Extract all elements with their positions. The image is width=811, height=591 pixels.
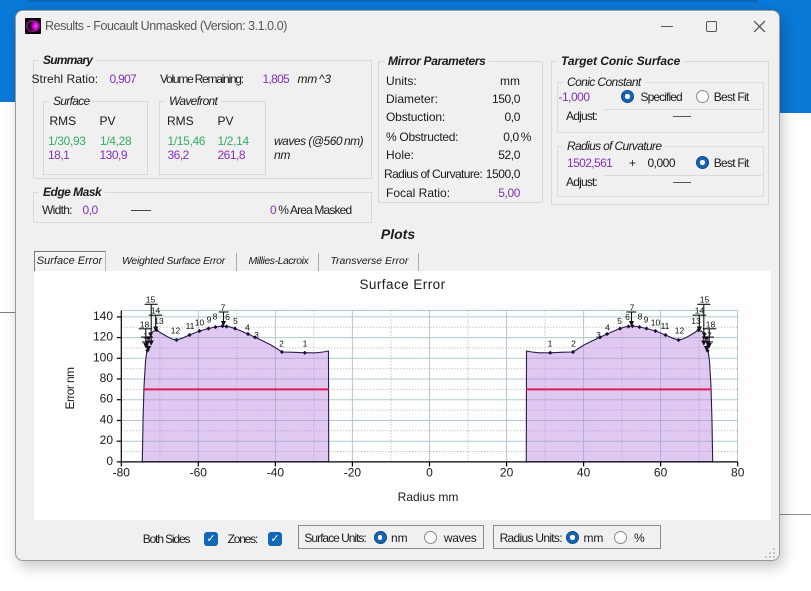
svg-text:15: 15 <box>146 294 156 304</box>
svg-text:5: 5 <box>233 316 238 326</box>
svg-text:14: 14 <box>695 305 705 315</box>
svg-text:2: 2 <box>279 338 284 348</box>
svg-text:20: 20 <box>500 465 514 479</box>
svg-text:3: 3 <box>596 330 601 340</box>
svg-text:17: 17 <box>702 330 712 340</box>
svg-text:4: 4 <box>605 322 610 332</box>
svg-text:0: 0 <box>426 465 433 479</box>
svg-text:60: 60 <box>100 391 114 405</box>
svg-text:17: 17 <box>143 330 153 340</box>
svg-text:Surface Error: Surface Error <box>359 277 445 292</box>
svg-text:6: 6 <box>225 312 230 322</box>
svg-text:7: 7 <box>221 302 226 312</box>
svg-text:2: 2 <box>571 338 576 348</box>
svg-text:-20: -20 <box>344 465 362 479</box>
svg-text:9: 9 <box>644 314 649 324</box>
svg-text:5: 5 <box>617 316 622 326</box>
svg-text:18: 18 <box>140 319 150 329</box>
svg-text:40: 40 <box>100 412 114 426</box>
svg-text:9: 9 <box>207 314 212 324</box>
svg-text:140: 140 <box>93 308 113 322</box>
svg-text:Radius mm: Radius mm <box>398 490 459 504</box>
svg-text:14: 14 <box>151 305 161 315</box>
svg-text:-60: -60 <box>190 465 208 479</box>
svg-text:11: 11 <box>661 321 670 331</box>
svg-text:120: 120 <box>93 329 113 343</box>
svg-text:8: 8 <box>213 311 218 321</box>
svg-text:6: 6 <box>625 312 630 322</box>
svg-text:1: 1 <box>303 338 308 348</box>
svg-text:15: 15 <box>700 294 710 304</box>
svg-text:-80: -80 <box>113 465 131 479</box>
svg-text:80: 80 <box>731 465 745 479</box>
svg-text:80: 80 <box>100 371 114 385</box>
svg-text:18: 18 <box>706 319 716 329</box>
svg-text:8: 8 <box>638 311 643 321</box>
svg-text:0: 0 <box>106 453 113 467</box>
svg-text:-40: -40 <box>267 465 285 479</box>
svg-text:12: 12 <box>675 325 685 335</box>
svg-text:1: 1 <box>548 338 553 348</box>
svg-text:60: 60 <box>654 465 668 479</box>
svg-text:40: 40 <box>577 465 591 479</box>
svg-text:10: 10 <box>651 317 661 327</box>
svg-text:100: 100 <box>93 350 113 364</box>
svg-text:Error nm: Error nm <box>63 366 77 408</box>
svg-text:7: 7 <box>630 302 635 312</box>
svg-text:4: 4 <box>245 322 250 332</box>
svg-text:10: 10 <box>195 317 205 327</box>
svg-text:3: 3 <box>254 330 259 340</box>
svg-text:13: 13 <box>691 316 701 326</box>
svg-text:13: 13 <box>154 316 164 326</box>
svg-text:20: 20 <box>100 433 114 447</box>
svg-text:12: 12 <box>171 325 181 335</box>
svg-text:11: 11 <box>186 321 195 331</box>
